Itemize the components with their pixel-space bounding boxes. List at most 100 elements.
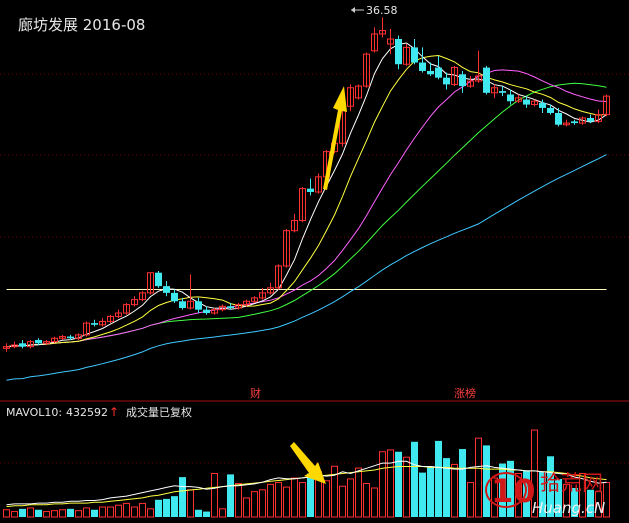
volume-bar-up (251, 491, 258, 518)
candle-body-down (419, 62, 426, 71)
candle-body-down (171, 292, 178, 302)
volume-bar-down (555, 478, 562, 517)
event-tag-cai: 财 (250, 386, 261, 400)
candle-body-up (403, 46, 410, 65)
volume-bar-up (451, 463, 458, 518)
page-title: 廊坊发展 2016-08 (18, 16, 145, 34)
candle-body-up (491, 87, 498, 94)
grid (0, 73, 629, 464)
candle-body-down (435, 67, 442, 78)
candle-body-up (299, 188, 306, 222)
site-watermark: 10 拾荒网 Huang.cN (485, 471, 605, 517)
volume-bar-up (243, 497, 250, 518)
volume-bar-up (283, 486, 290, 518)
candle-body-up (283, 230, 290, 267)
candle-body-up (363, 53, 370, 87)
price-up-arrow (323, 86, 347, 190)
candle-body-up (107, 315, 114, 322)
volume-bar-up (99, 506, 106, 518)
volume-bar-up (339, 485, 346, 518)
candle-body-up (291, 220, 298, 232)
candle-body-up (579, 117, 586, 124)
volume-bar-up (531, 429, 538, 518)
candle-body-up (355, 85, 362, 99)
candle-body-up (27, 341, 34, 348)
volume-bars (3, 429, 610, 518)
volume-bar-down (435, 440, 442, 517)
candle-body-up (387, 38, 394, 45)
volume-bar-up (491, 477, 498, 518)
candle-body-down (227, 306, 234, 308)
volume-bar-up (347, 478, 354, 518)
volume-bar-up (563, 483, 570, 518)
volume-bar-down (507, 460, 514, 517)
candle-body-down (395, 39, 402, 65)
volume-bar-up (299, 482, 306, 518)
volume-bar-down (443, 458, 450, 517)
candle-body-up (451, 67, 458, 85)
volume-bar-up (139, 502, 146, 518)
candle-body-down (203, 309, 210, 314)
candle-body-up (347, 87, 354, 107)
up-arrow-icon: ↑ (109, 405, 119, 419)
volume-bar-down (547, 456, 554, 517)
candle-body-up (243, 300, 250, 306)
volume-bar-down (19, 508, 26, 517)
volume-bar-up (259, 489, 266, 518)
candle-body-up (219, 305, 226, 311)
candle-body-down (35, 339, 42, 344)
volume-bar-up (75, 510, 82, 518)
candle-body-down (459, 74, 466, 87)
candle-body-up (131, 299, 138, 306)
volume-bar-down (195, 509, 202, 517)
volume-bar-up (467, 482, 474, 518)
volume-bar-up (387, 449, 394, 518)
watermark-number: 10 (491, 472, 536, 510)
volume-bar-down (91, 509, 98, 517)
candle-body-down (179, 301, 186, 308)
candle-body-up (123, 304, 130, 314)
volume-bar-down (67, 508, 74, 517)
candle-body-down (587, 118, 594, 122)
volume-bar-up (515, 473, 522, 518)
volume-bar-down (171, 496, 178, 517)
candle-body-up (467, 80, 474, 87)
ma10-line (6, 54, 607, 348)
volume-bar-down (459, 449, 466, 517)
watermark-domain: Huang.cN (532, 499, 605, 517)
volume-bar-down (587, 489, 594, 517)
candle-body-down (499, 91, 506, 93)
volume-bar-up (355, 467, 362, 518)
volume-bar-up (267, 483, 274, 518)
volume-bar-up (291, 477, 298, 518)
candle-body-down (195, 301, 202, 310)
max-price-label: 36.58 (366, 4, 398, 17)
volume-down-arrow (290, 442, 326, 484)
volume-bar-up (379, 451, 386, 518)
candle-body-up (275, 265, 282, 289)
candle-body-down (547, 107, 554, 113)
volume-bar-up (235, 482, 242, 518)
volume-bar-down (483, 445, 490, 517)
volume-ma5-line (6, 460, 607, 506)
volume-bar-up (371, 487, 378, 518)
volume-bar-down (163, 498, 170, 517)
candle-body-up (59, 336, 66, 339)
volume-bar-up (107, 506, 114, 518)
volume-bar-up (403, 456, 410, 518)
volume-bar-down (155, 499, 162, 517)
candle-body-up (267, 287, 274, 294)
candle-body-down (411, 47, 418, 63)
volume-bar-down (571, 488, 578, 517)
ma30-line (6, 82, 607, 348)
volume-bar-down (395, 451, 402, 517)
volume-average-lines (6, 460, 607, 508)
volume-bar-down (227, 474, 234, 517)
candle-body-up (259, 292, 266, 299)
volume-bar-up (187, 489, 194, 518)
candle-body-up (11, 344, 18, 348)
volume-indicator-label: MAVOL10: (6, 406, 62, 419)
volume-bar-down (179, 477, 186, 517)
volume-bar-up (51, 510, 58, 518)
